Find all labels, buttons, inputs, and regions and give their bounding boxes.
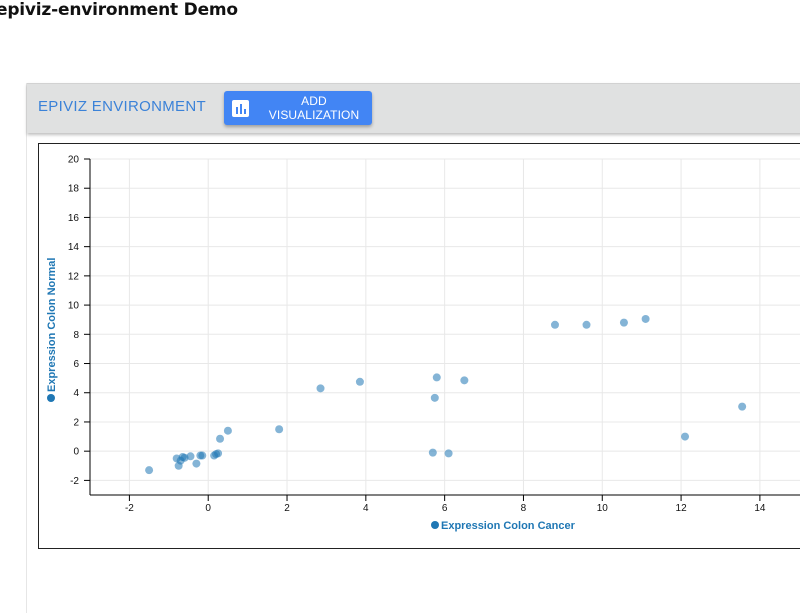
- scatter-plot-frame[interactable]: -2 0 2 4 6 8 10 12 14 -2 0 2 4 6 8 10 12 14 16 18 20 Expres…: [38, 143, 800, 549]
- data-point: [192, 459, 201, 468]
- data-point: [186, 452, 195, 461]
- data-point: [738, 402, 747, 411]
- data-point: [223, 426, 232, 435]
- y-tick-label: 10: [68, 301, 80, 312]
- y-tick-label: 4: [73, 388, 79, 399]
- environment-panel: EPIVIZ ENVIRONMENT ADD VISUALIZATION -2 0…: [26, 83, 800, 613]
- add-visualization-label: ADD VISUALIZATION: [268, 94, 360, 122]
- add-visualization-button[interactable]: ADD VISUALIZATION: [224, 91, 372, 125]
- data-point: [430, 393, 439, 402]
- x-tick-label: 8: [521, 503, 527, 514]
- data-point: [214, 449, 223, 458]
- y-axis-label: Expression Colon Normal: [46, 258, 58, 392]
- y-tick-label: 20: [68, 155, 80, 166]
- y-axis-title: Expression Colon Normal: [46, 258, 58, 402]
- x-tick-label: 4: [363, 503, 369, 514]
- y-tick-label: 18: [68, 184, 80, 195]
- data-point: [582, 320, 591, 329]
- data-point: [641, 314, 650, 323]
- toolbar-title: EPIVIZ ENVIRONMENT: [38, 98, 206, 115]
- data-point: [460, 376, 469, 385]
- data-point: [316, 384, 325, 393]
- x-tick-label: 10: [597, 503, 609, 514]
- y-tick-label: 16: [68, 213, 80, 224]
- grid-lines: [90, 158, 800, 495]
- data-point: [275, 425, 284, 434]
- x-axis-title: Expression Colon Cancer: [431, 520, 576, 532]
- x-tick-label: 6: [442, 503, 448, 514]
- x-axis: -2 0 2 4 6 8 10 12 14: [90, 494, 800, 514]
- y-tick-label: 2: [73, 417, 79, 428]
- x-axis-label: Expression Colon Cancer: [441, 520, 576, 532]
- y-tick-label: 14: [68, 242, 80, 253]
- x-legend-dot: [431, 521, 439, 529]
- y-tick-label: -2: [70, 476, 79, 487]
- y-tick-label: 8: [73, 330, 79, 341]
- x-tick-label: 14: [754, 503, 766, 514]
- data-point: [355, 377, 364, 386]
- data-point: [145, 466, 154, 475]
- y-tick-label: 12: [68, 271, 80, 282]
- data-point: [428, 448, 437, 457]
- data-point: [681, 432, 690, 441]
- data-point: [198, 451, 207, 460]
- data-point: [444, 449, 453, 458]
- data-point: [550, 320, 559, 329]
- toolbar: EPIVIZ ENVIRONMENT ADD VISUALIZATION: [27, 83, 800, 133]
- scatter-plot[interactable]: -2 0 2 4 6 8 10 12 14 -2 0 2 4 6 8 10 12 14 16 18 20 Expres…: [39, 144, 800, 548]
- x-tick-label: 0: [205, 503, 211, 514]
- x-tick-label: -2: [125, 503, 134, 514]
- page-title: epiviz-environment Demo: [0, 0, 238, 20]
- data-point: [216, 434, 225, 443]
- data-points: [145, 314, 747, 475]
- x-tick-label: 12: [676, 503, 688, 514]
- data-point: [432, 373, 441, 382]
- bar-chart-icon: [232, 99, 249, 117]
- y-axis: -2 0 2 4 6 8 10 12 14 16 18 20: [68, 155, 91, 495]
- y-tick-label: 6: [73, 359, 79, 370]
- data-point: [619, 318, 628, 327]
- x-tick-label: 2: [284, 503, 290, 514]
- y-tick-label: 0: [73, 447, 79, 458]
- y-legend-dot: [47, 394, 55, 402]
